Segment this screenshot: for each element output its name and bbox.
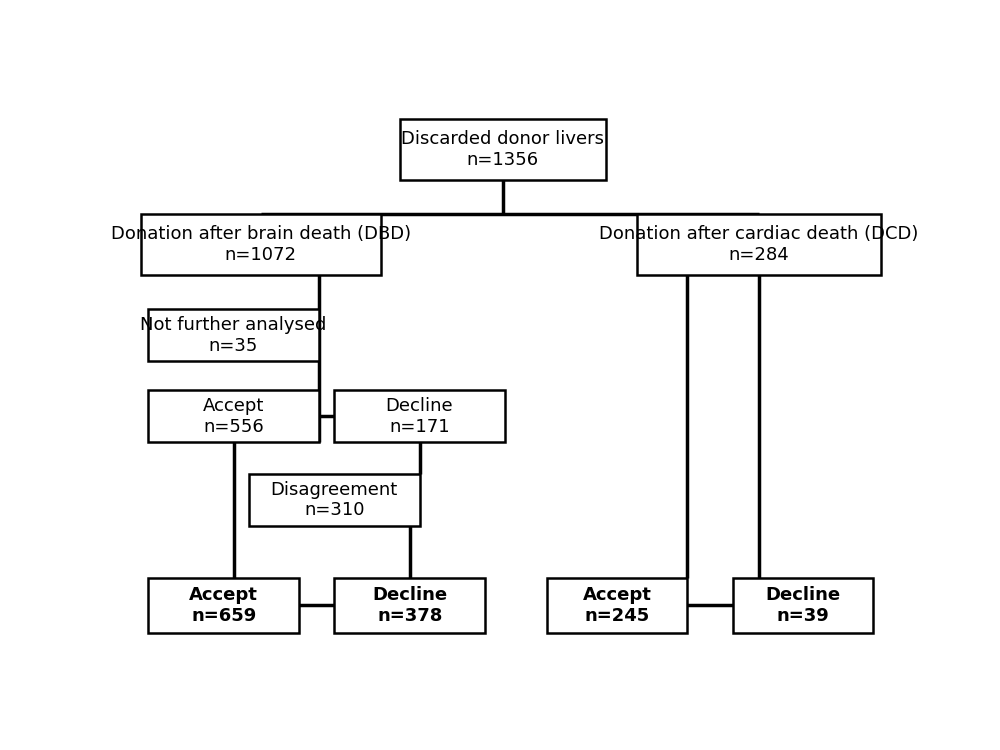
Text: Decline
n=378: Decline n=378 bbox=[372, 586, 447, 625]
FancyBboxPatch shape bbox=[334, 578, 485, 633]
Text: Decline
n=39: Decline n=39 bbox=[766, 586, 841, 625]
FancyBboxPatch shape bbox=[148, 578, 299, 633]
Text: Accept
n=245: Accept n=245 bbox=[583, 586, 652, 625]
Text: Disagreement
n=310: Disagreement n=310 bbox=[271, 481, 398, 520]
Text: Accept
n=556: Accept n=556 bbox=[203, 397, 264, 436]
FancyBboxPatch shape bbox=[547, 578, 687, 633]
FancyBboxPatch shape bbox=[733, 578, 873, 633]
Text: Donation after cardiac death (DCD)
n=284: Donation after cardiac death (DCD) n=284 bbox=[599, 225, 918, 264]
FancyBboxPatch shape bbox=[249, 474, 420, 526]
FancyBboxPatch shape bbox=[148, 390, 319, 442]
FancyBboxPatch shape bbox=[637, 214, 881, 274]
Text: Discarded donor livers
n=1356: Discarded donor livers n=1356 bbox=[401, 130, 604, 169]
Text: Accept
n=659: Accept n=659 bbox=[189, 586, 258, 625]
FancyBboxPatch shape bbox=[334, 390, 505, 442]
FancyBboxPatch shape bbox=[148, 310, 319, 362]
Text: Decline
n=171: Decline n=171 bbox=[386, 397, 453, 436]
FancyBboxPatch shape bbox=[140, 214, 381, 274]
FancyBboxPatch shape bbox=[400, 118, 606, 179]
Text: Not further analysed
n=35: Not further analysed n=35 bbox=[140, 316, 327, 355]
Text: Donation after brain death (DBD)
n=1072: Donation after brain death (DBD) n=1072 bbox=[111, 225, 411, 264]
